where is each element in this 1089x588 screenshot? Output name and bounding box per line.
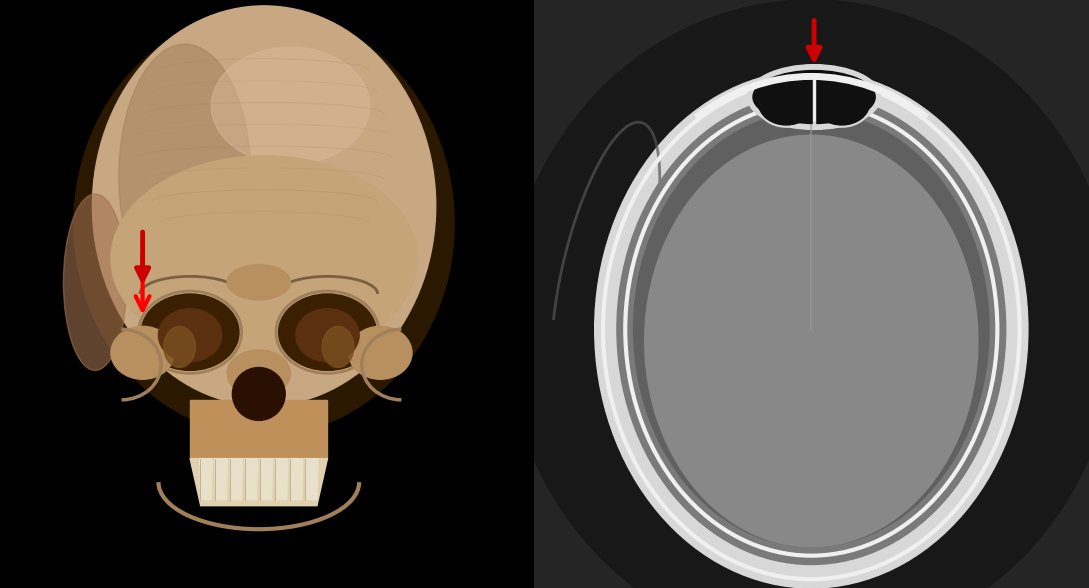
Polygon shape bbox=[245, 459, 258, 500]
Ellipse shape bbox=[645, 135, 978, 547]
Ellipse shape bbox=[119, 44, 250, 309]
Polygon shape bbox=[260, 459, 272, 500]
Ellipse shape bbox=[74, 12, 454, 435]
Polygon shape bbox=[215, 459, 228, 500]
Ellipse shape bbox=[279, 294, 377, 370]
Ellipse shape bbox=[747, 65, 881, 129]
Ellipse shape bbox=[163, 326, 195, 368]
Ellipse shape bbox=[63, 194, 126, 370]
Ellipse shape bbox=[617, 94, 1006, 564]
Ellipse shape bbox=[211, 47, 369, 165]
Polygon shape bbox=[230, 459, 243, 500]
Polygon shape bbox=[191, 459, 328, 506]
Ellipse shape bbox=[752, 71, 876, 123]
Ellipse shape bbox=[815, 81, 870, 125]
Ellipse shape bbox=[296, 309, 359, 362]
Ellipse shape bbox=[322, 326, 354, 368]
Ellipse shape bbox=[142, 294, 238, 370]
Ellipse shape bbox=[111, 326, 174, 379]
Ellipse shape bbox=[634, 112, 989, 547]
Ellipse shape bbox=[111, 156, 417, 362]
Ellipse shape bbox=[158, 309, 222, 362]
Polygon shape bbox=[191, 400, 328, 459]
Ellipse shape bbox=[595, 71, 1028, 588]
Ellipse shape bbox=[505, 0, 1089, 588]
Ellipse shape bbox=[348, 326, 412, 379]
Polygon shape bbox=[305, 459, 318, 500]
Ellipse shape bbox=[759, 81, 815, 125]
Polygon shape bbox=[276, 459, 287, 500]
Ellipse shape bbox=[760, 82, 812, 121]
Polygon shape bbox=[290, 459, 303, 500]
Ellipse shape bbox=[816, 82, 868, 121]
Ellipse shape bbox=[228, 350, 291, 397]
Ellipse shape bbox=[93, 6, 436, 406]
Ellipse shape bbox=[228, 265, 291, 300]
Ellipse shape bbox=[232, 368, 285, 420]
Polygon shape bbox=[199, 459, 212, 500]
